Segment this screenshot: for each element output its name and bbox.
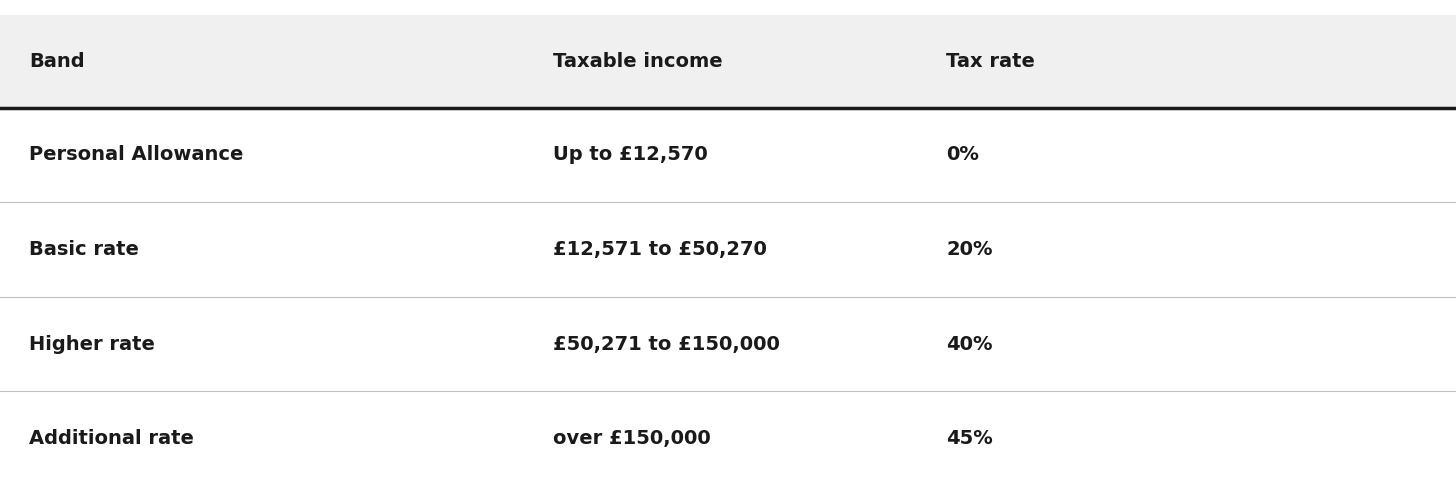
Text: £50,271 to £150,000: £50,271 to £150,000 <box>553 335 780 354</box>
Bar <box>0 108 1456 202</box>
Text: Basic rate: Basic rate <box>29 240 138 259</box>
Text: £12,571 to £50,270: £12,571 to £50,270 <box>553 240 767 259</box>
Text: 40%: 40% <box>946 335 993 354</box>
Text: Tax rate: Tax rate <box>946 52 1035 71</box>
Text: Taxable income: Taxable income <box>553 52 724 71</box>
Text: Up to £12,570: Up to £12,570 <box>553 145 708 164</box>
Text: 0%: 0% <box>946 145 980 164</box>
Bar <box>0 15 1456 108</box>
Bar <box>0 391 1456 486</box>
Bar <box>0 202 1456 297</box>
Text: Higher rate: Higher rate <box>29 335 154 354</box>
Text: over £150,000: over £150,000 <box>553 429 711 448</box>
Text: 20%: 20% <box>946 240 993 259</box>
Text: Personal Allowance: Personal Allowance <box>29 145 243 164</box>
Text: 45%: 45% <box>946 429 993 448</box>
Bar <box>0 297 1456 391</box>
Text: Additional rate: Additional rate <box>29 429 194 448</box>
Text: Band: Band <box>29 52 84 71</box>
